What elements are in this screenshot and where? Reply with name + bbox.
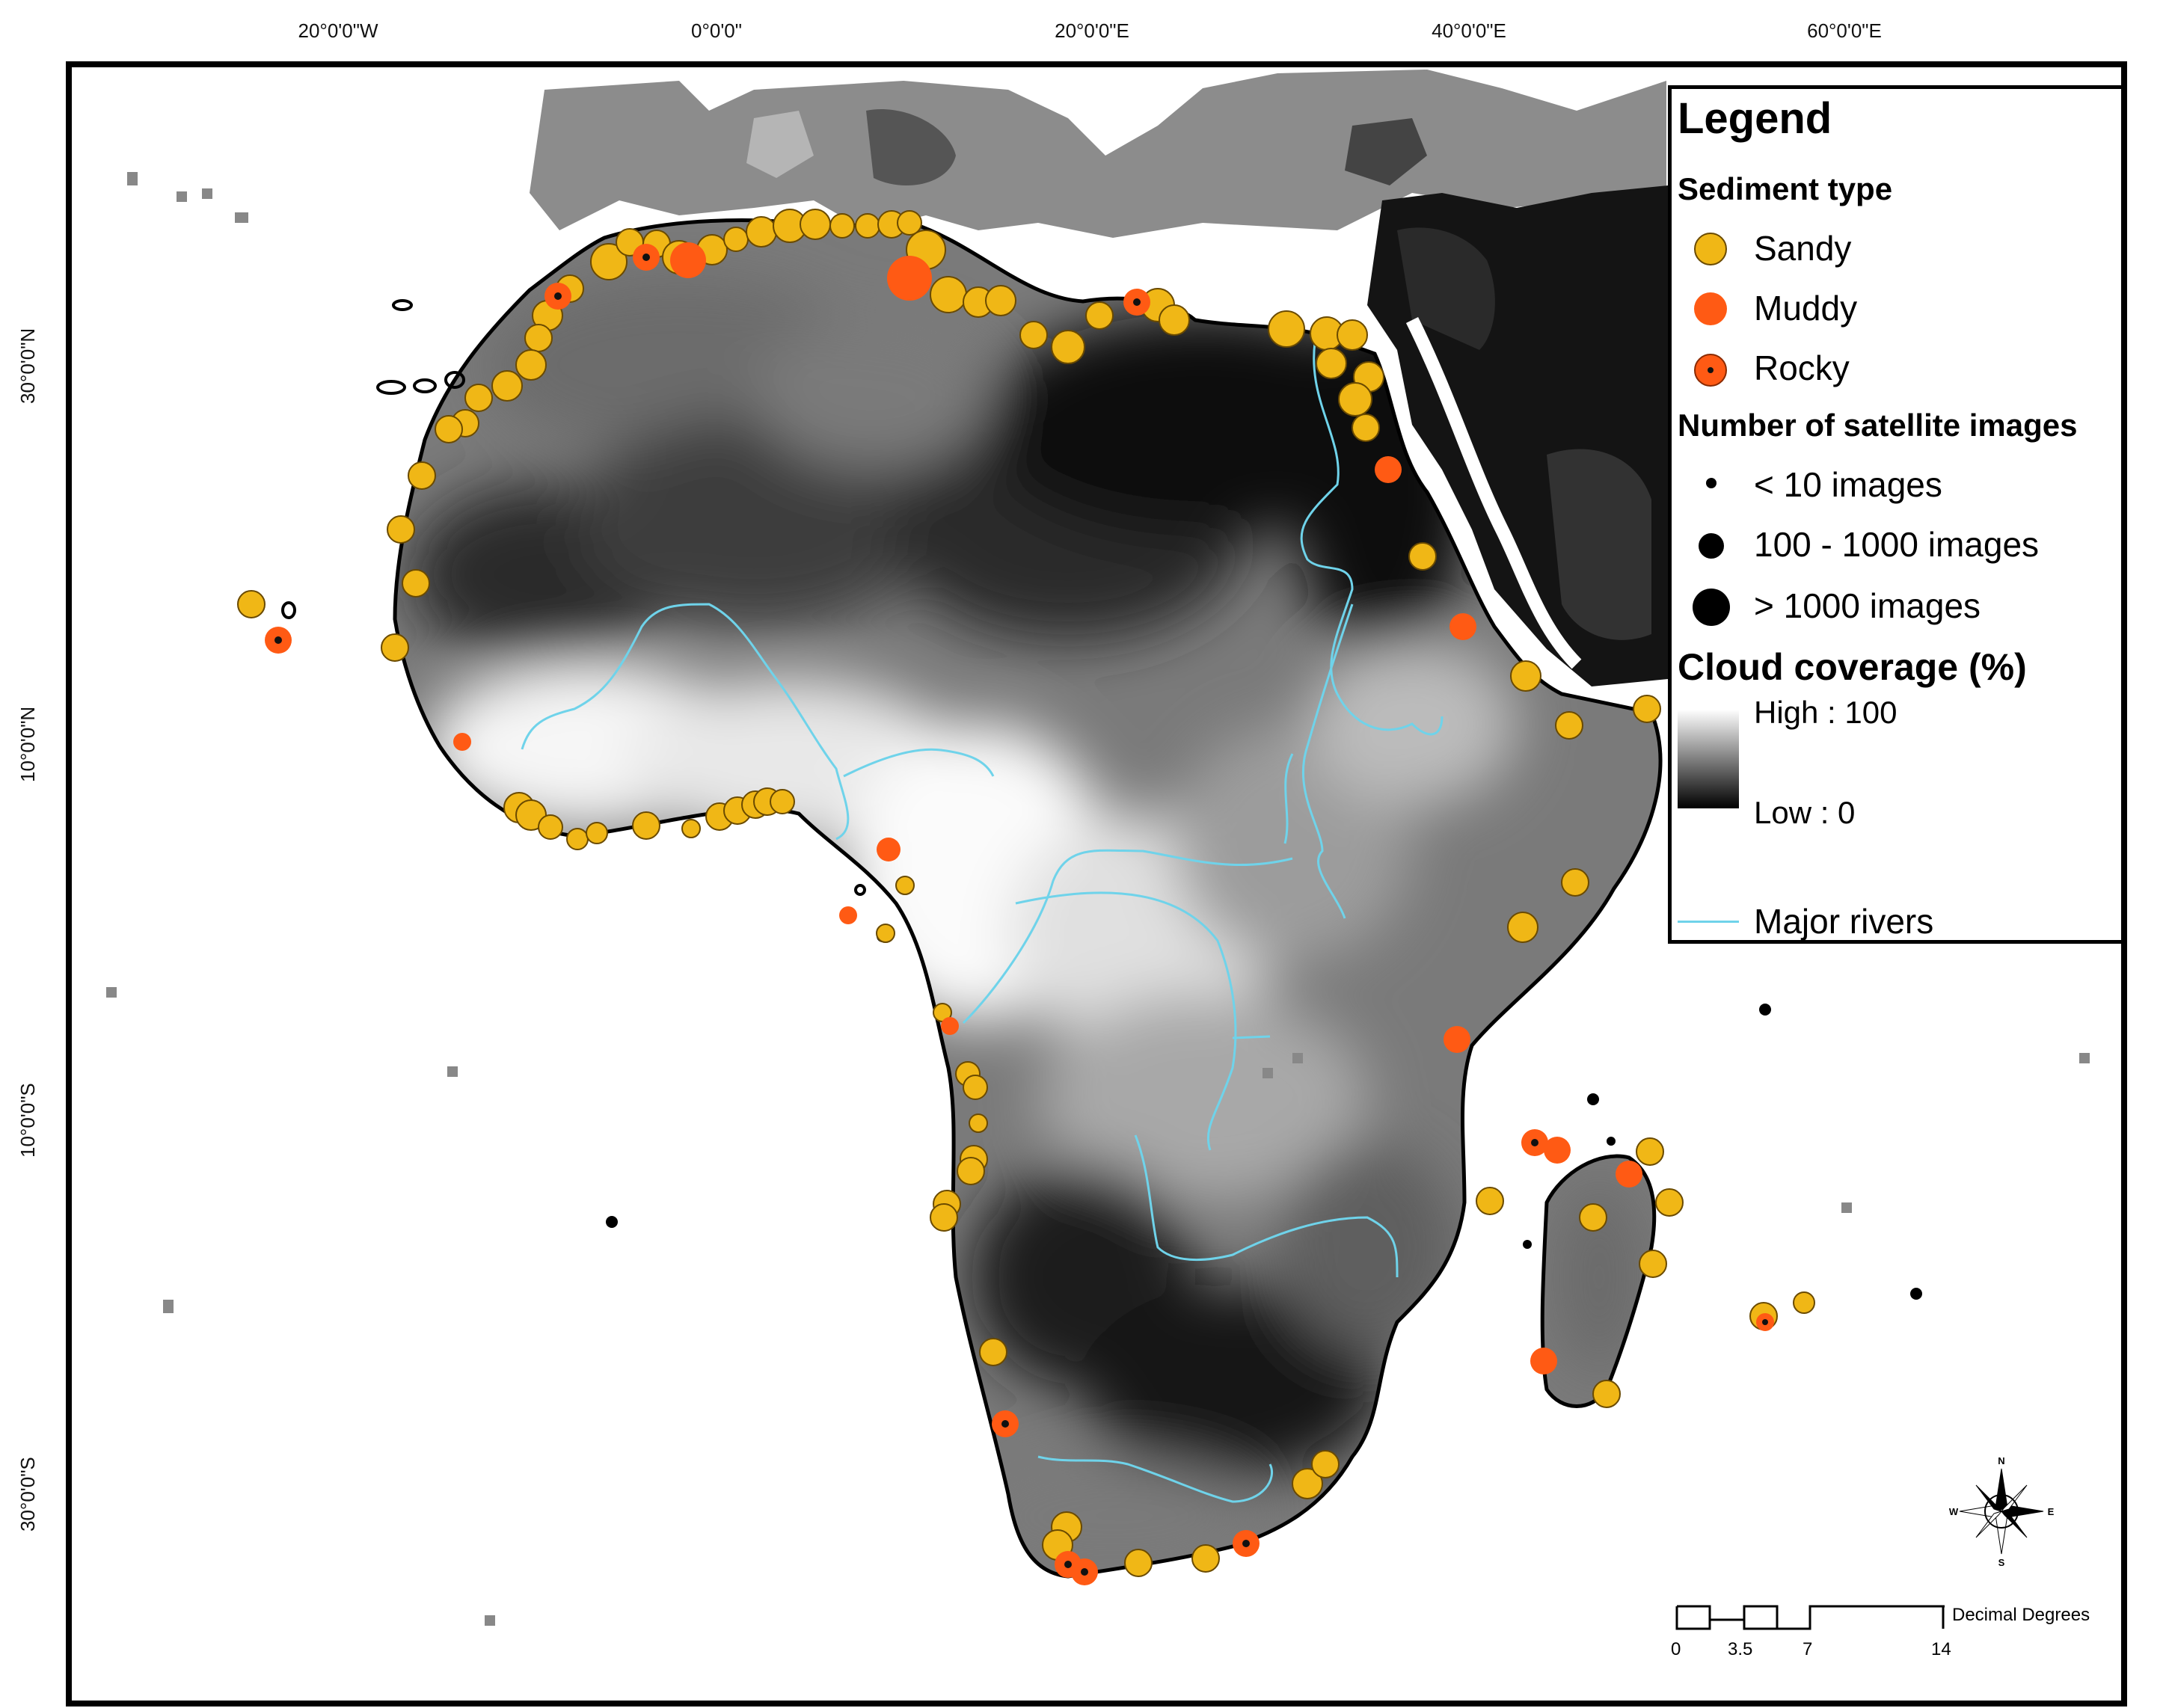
graticule-label-20e: 20°0'0"E xyxy=(1055,19,1129,42)
large-image-symbol xyxy=(1693,589,1730,626)
cloud-high-label: High : 100 xyxy=(1754,695,1898,730)
compass-s: S xyxy=(1998,1557,2005,1567)
north-arrow-icon: N S E W xyxy=(1949,1455,2054,1567)
legend-lt10-label: < 10 images xyxy=(1754,465,1942,504)
scale-bar: 0 3.5 7 14 Decimal Degrees xyxy=(1671,1603,2090,1659)
scale-tick-0: 0 xyxy=(1671,1639,1681,1659)
map-canvas[interactable] xyxy=(72,67,2121,1701)
legend-title: Legend xyxy=(1678,94,1832,143)
scale-tick-14: 14 xyxy=(1931,1639,1951,1659)
muddy-sites[interactable] xyxy=(453,242,1642,1374)
legend-rivers-label: Major rivers xyxy=(1754,902,1934,941)
legend-muddy-label: Muddy xyxy=(1754,289,1858,328)
graticule-label-60e: 60°0'0"E xyxy=(1807,19,1882,42)
medium-image-symbol xyxy=(1699,533,1724,559)
raster-specks xyxy=(106,172,2090,1626)
sandy-sites[interactable] xyxy=(237,209,1815,1577)
legend-100-1000-label: 100 - 1000 images xyxy=(1754,525,2040,564)
graticule-label-0: 0°0'0" xyxy=(691,19,742,42)
graticule-label-30s: 30°0'0"S xyxy=(16,1457,39,1532)
legend-box: Legend Sediment type Sandy Muddy Rocky N… xyxy=(1668,85,2121,944)
red-sea xyxy=(1405,316,1582,669)
small-image-symbol xyxy=(1706,478,1717,488)
legend-images-heading: Number of satellite images xyxy=(1678,408,2078,443)
major-rivers xyxy=(521,342,1444,1503)
legend-sediment-heading: Sediment type xyxy=(1678,171,1893,206)
rocky-symbol xyxy=(1694,354,1727,387)
rocky-sites[interactable] xyxy=(265,244,1774,1585)
scale-tick-7: 7 xyxy=(1803,1639,1813,1659)
legend-gt1000-label: > 1000 images xyxy=(1754,586,1981,625)
legend-rocky-label: Rocky xyxy=(1754,348,1850,387)
legend-cloud-heading: Cloud coverage (%) xyxy=(1678,646,2027,688)
graticule-label-30n: 30°0'0"N xyxy=(16,328,39,404)
cloud-color-ramp xyxy=(1678,710,1739,808)
island-dots xyxy=(606,1004,1922,1300)
muddy-symbol xyxy=(1694,292,1727,325)
legend-sandy-label: Sandy xyxy=(1754,229,1852,268)
map-frame[interactable]: Legend Sediment type Sandy Muddy Rocky N… xyxy=(66,61,2127,1707)
middle-east-raster xyxy=(1367,185,1668,686)
europe-raster xyxy=(530,70,1666,238)
compass-n: N xyxy=(1998,1455,2004,1466)
graticule-label-10s: 10°0'0"S xyxy=(16,1083,39,1158)
graticule-label-40e: 40°0'0"E xyxy=(1432,19,1506,42)
compass-e: E xyxy=(2048,1506,2054,1517)
scale-unit: Decimal Degrees xyxy=(1952,1605,2090,1625)
compass-w: W xyxy=(1949,1506,1959,1517)
river-legend-line xyxy=(1678,921,1739,923)
graticule-label-10n: 10°0'0"N xyxy=(16,706,39,782)
scale-tick-3-5: 3.5 xyxy=(1728,1639,1753,1659)
sandy-symbol xyxy=(1694,233,1727,265)
cloud-low-label: Low : 0 xyxy=(1754,795,1856,830)
graticule-label-20w: 20°0'0"W xyxy=(298,19,378,42)
